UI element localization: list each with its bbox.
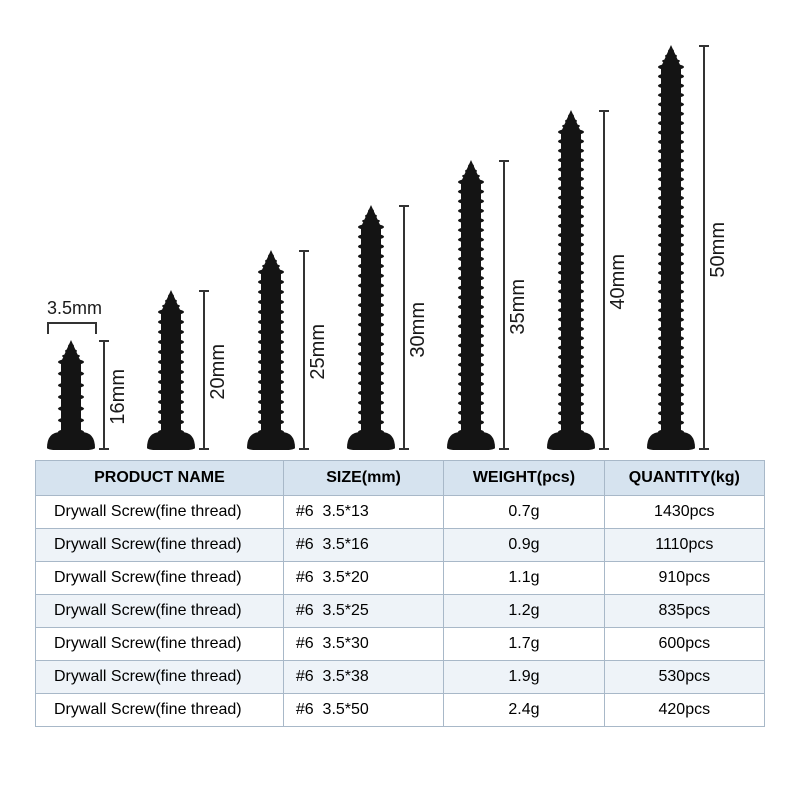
col-product: PRODUCT NAME [36,461,284,496]
dimension-line [603,110,605,450]
dimension-line [403,205,405,450]
dimension-line [503,160,505,450]
spec-table: PRODUCT NAME SIZE(mm) WEIGHT(pcs) QUANTI… [35,460,765,727]
cell-qty: 530pcs [604,661,764,694]
cell-weight: 2.4g [444,694,604,727]
table-header-row: PRODUCT NAME SIZE(mm) WEIGHT(pcs) QUANTI… [36,461,765,496]
screw-group: 16mm [45,340,145,450]
table-row: Drywall Screw(fine thread)#6 3.5*130.7g1… [36,496,765,529]
cell-weight: 0.9g [444,529,604,562]
screw-group: 30mm [345,205,445,450]
screw-group: 20mm [145,290,245,450]
screw-icon [45,340,97,450]
cell-product: Drywall Screw(fine thread) [36,595,284,628]
cell-size: #6 3.5*50 [283,694,443,727]
screw-group: 40mm [545,110,645,450]
cell-weight: 0.7g [444,496,604,529]
screw-icon [245,250,297,450]
table-row: Drywall Screw(fine thread)#6 3.5*251.2g8… [36,595,765,628]
dimension-line [203,290,205,450]
table-row: Drywall Screw(fine thread)#6 3.5*201.1g9… [36,562,765,595]
cell-size: #6 3.5*16 [283,529,443,562]
cell-product: Drywall Screw(fine thread) [36,628,284,661]
cell-size: #6 3.5*30 [283,628,443,661]
dimension-label: 16mm [107,369,130,425]
dimension-label: 35mm [507,279,530,335]
dimension-line [103,340,105,450]
screw-icon [345,205,397,450]
dimension-label: 30mm [407,302,430,358]
col-size: SIZE(mm) [283,461,443,496]
dimension-label: 50mm [707,222,730,278]
col-weight: WEIGHT(pcs) [444,461,604,496]
table-row: Drywall Screw(fine thread)#6 3.5*381.9g5… [36,661,765,694]
dimension-label: 20mm [207,344,230,400]
screw-icon [645,45,697,450]
cell-qty: 1110pcs [604,529,764,562]
cell-weight: 1.1g [444,562,604,595]
screw-group: 35mm [445,160,545,450]
cell-qty: 600pcs [604,628,764,661]
dimension-line [303,250,305,450]
dimension-label: 40mm [607,254,630,310]
width-label: 3.5mm [47,298,102,319]
cell-qty: 1430pcs [604,496,764,529]
dimension-label: 25mm [307,324,330,380]
col-qty: QUANTITY(kg) [604,461,764,496]
cell-size: #6 3.5*20 [283,562,443,595]
cell-weight: 1.9g [444,661,604,694]
table-row: Drywall Screw(fine thread)#6 3.5*301.7g6… [36,628,765,661]
table-row: Drywall Screw(fine thread)#6 3.5*502.4g4… [36,694,765,727]
screw-group: 25mm [245,250,345,450]
cell-product: Drywall Screw(fine thread) [36,661,284,694]
screw-size-diagram: 3.5mm 16mm 20mm 25mm 30mm 35mm [35,20,765,450]
screw-group: 50mm [645,45,745,450]
cell-size: #6 3.5*25 [283,595,443,628]
cell-size: #6 3.5*13 [283,496,443,529]
width-bracket [47,322,97,332]
cell-weight: 1.2g [444,595,604,628]
cell-qty: 420pcs [604,694,764,727]
screw-icon [145,290,197,450]
table-row: Drywall Screw(fine thread)#6 3.5*160.9g1… [36,529,765,562]
cell-qty: 835pcs [604,595,764,628]
cell-product: Drywall Screw(fine thread) [36,562,284,595]
dimension-line [703,45,705,450]
screw-icon [445,160,497,450]
cell-product: Drywall Screw(fine thread) [36,694,284,727]
cell-weight: 1.7g [444,628,604,661]
cell-product: Drywall Screw(fine thread) [36,496,284,529]
cell-product: Drywall Screw(fine thread) [36,529,284,562]
cell-size: #6 3.5*38 [283,661,443,694]
cell-qty: 910pcs [604,562,764,595]
screw-icon [545,110,597,450]
